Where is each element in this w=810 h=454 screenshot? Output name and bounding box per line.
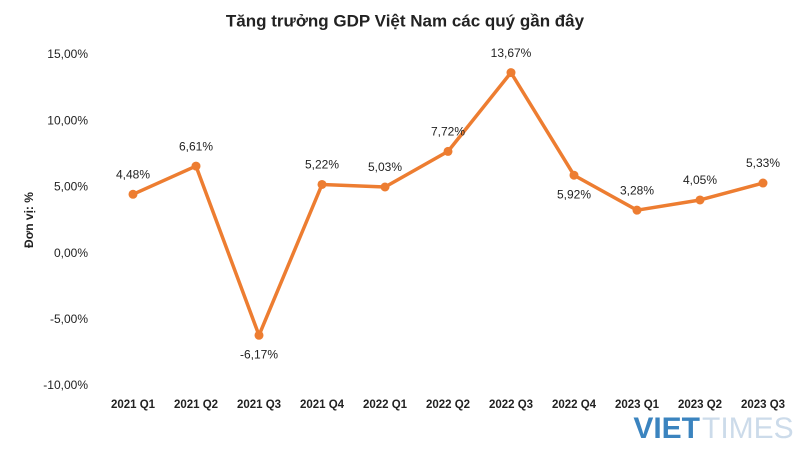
x-tick-label: 2023 Q3: [741, 399, 785, 411]
x-tick-label: 2021 Q4: [300, 399, 345, 411]
y-tick-label: 0,00%: [54, 246, 88, 260]
y-tick-label: 10,00%: [47, 113, 88, 127]
data-label: 5,22%: [305, 158, 339, 172]
data-label: 4,05%: [683, 173, 717, 187]
watermark: TIMES: [702, 412, 794, 445]
x-tick-label: 2021 Q1: [111, 399, 156, 411]
data-label: 4,48%: [116, 167, 150, 181]
x-tick-label: 2021 Q2: [174, 399, 218, 411]
y-tick-label: 15,00%: [47, 47, 88, 61]
point: [191, 161, 201, 171]
data-label: -6,17%: [240, 347, 278, 361]
data-label: 13,67%: [491, 46, 532, 60]
point: [695, 195, 705, 205]
data-label: 5,03%: [368, 160, 402, 174]
data-label: 3,28%: [620, 183, 654, 197]
chart-title: Tăng trưởng GDP Việt Nam các quý gần đây: [226, 11, 585, 30]
point: [569, 170, 579, 180]
y-tick-label: -10,00%: [43, 378, 88, 392]
point: [506, 68, 516, 78]
data-label: 6,61%: [179, 139, 213, 153]
point: [443, 146, 453, 156]
point: [758, 178, 768, 188]
x-tick-label: 2023 Q1: [615, 399, 660, 411]
x-tick-label: 2022 Q2: [426, 399, 470, 411]
y-axis-label: Đơn vị: %: [22, 192, 36, 248]
data-label: 7,72%: [431, 125, 465, 139]
watermark: VIET: [633, 412, 700, 445]
x-tick-label: 2022 Q3: [489, 399, 533, 411]
x-tick-label: 2021 Q3: [237, 399, 281, 411]
data-label: 5,92%: [557, 187, 591, 201]
y-tick-label: -5,00%: [50, 312, 88, 326]
point: [380, 182, 390, 192]
x-tick-label: 2022 Q4: [552, 399, 597, 411]
point: [128, 189, 138, 199]
point: [632, 205, 642, 215]
x-tick-label: 2023 Q2: [678, 399, 722, 411]
point: [254, 330, 264, 340]
x-tick-label: 2022 Q1: [363, 399, 408, 411]
point: [317, 179, 327, 189]
y-tick-label: 5,00%: [54, 180, 88, 194]
data-label: 5,33%: [746, 156, 780, 170]
